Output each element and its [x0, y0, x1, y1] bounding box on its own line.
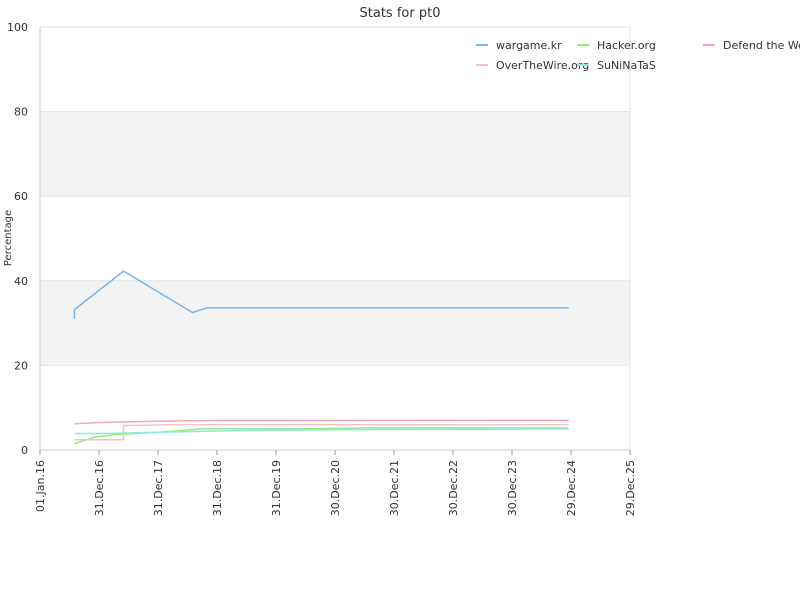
- x-tick-label: 30.Dec.21: [388, 460, 401, 516]
- legend: wargame.kr Hacker.org Defend the Web OverTh…: [476, 39, 800, 72]
- legend-label: wargame.kr: [496, 39, 562, 52]
- x-tick-label: 31.Dec.17: [152, 460, 165, 516]
- grid-lines: [40, 26, 630, 451]
- legend-label: Hacker.org: [597, 39, 656, 52]
- tick-labels: 0 20 40 60 80 100 01.Jan.16 31.Dec.16 31.Dec.17 3…: [7, 21, 637, 516]
- series-line: [74, 428, 569, 435]
- x-tick-label: 30.Dec.23: [506, 460, 519, 516]
- series-layer: [73, 270, 569, 445]
- y-tick-label: 0: [21, 444, 28, 457]
- x-tick-label: 31.Dec.19: [270, 460, 283, 516]
- legend-label: SuNiNaTaS: [597, 59, 656, 72]
- chart-title: Stats for pt0: [360, 6, 441, 21]
- x-tick-label: 31.Dec.16: [93, 460, 106, 516]
- axes: [39, 27, 631, 455]
- x-tick-label: 30.Dec.22: [447, 460, 460, 516]
- x-tick-label: 29.Dec.25: [624, 460, 637, 516]
- legend-label: Defend the Web: [723, 39, 800, 52]
- y-tick-label: 20: [14, 359, 28, 372]
- y-axis-label: Percentage: [3, 210, 14, 266]
- y-tick-label: 80: [14, 106, 28, 119]
- x-tick-label: 01.Jan.16: [34, 460, 47, 512]
- legend-label: OverTheWire.org: [496, 59, 589, 72]
- x-tick-label: 29.Dec.24: [565, 460, 578, 516]
- plot-band: [40, 111, 630, 197]
- plot-bands: [40, 111, 630, 366]
- x-tick-label: 30.Dec.20: [329, 460, 342, 516]
- series-line: [74, 419, 569, 425]
- series-line: [74, 423, 569, 441]
- series-line: [73, 270, 569, 319]
- series-line: [74, 427, 569, 445]
- y-tick-label: 100: [7, 21, 28, 34]
- plot-band: [40, 280, 630, 366]
- x-tick-label: 31.Dec.18: [211, 460, 224, 516]
- y-tick-label: 40: [14, 275, 28, 288]
- y-tick-label: 60: [14, 190, 28, 203]
